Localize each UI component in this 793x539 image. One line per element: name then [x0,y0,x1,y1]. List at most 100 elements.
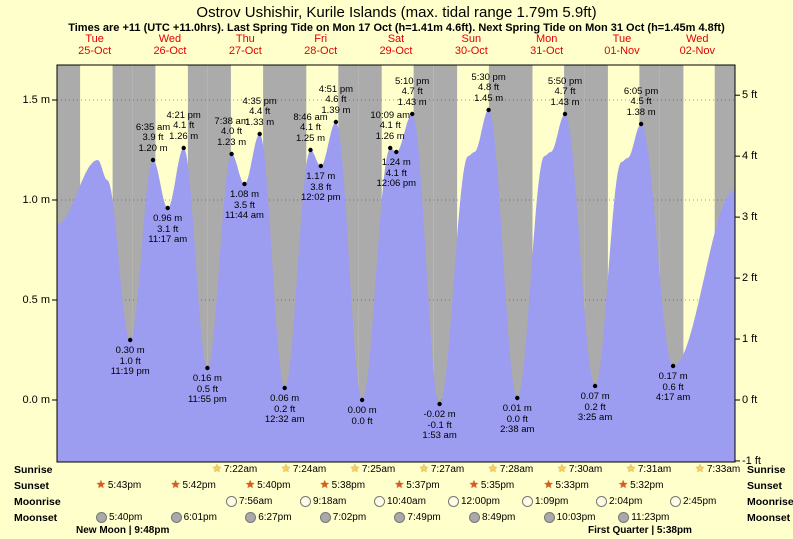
tide-low-label: 0.30 m 1.0 ft 11:19 pm [95,345,165,378]
sunset-star-icon: ★ [543,479,554,491]
sunrise-item: ★ 7:22am [212,464,257,476]
y-axis-ft-label: 5 ft [742,89,758,102]
tide-low-label: 1.08 m 3.5 ft 11:44 am [210,189,280,222]
moonset-moon-icon [319,512,331,523]
y-axis-m-label: 1.0 m [22,194,50,206]
moonset-time: 5:40pm [109,512,143,523]
tide-extreme-dot [562,111,568,117]
tide-label-line: 4.6 ft [325,94,347,105]
tide-label-line: 4:35 pm [242,95,277,107]
sunset-item: ★ 5:33pm [543,479,589,492]
tide-label-line: 12:32 am [264,414,305,425]
moonset-moon-icon [170,512,182,523]
sunset-item: ★ 5:32pm [618,479,664,492]
moonrise-moon-icon [596,496,607,507]
tide-label-line: 0.2 ft [274,403,296,415]
y-axis-ft-label: -1 ft [742,455,761,467]
day-label-line: Sun [461,33,482,45]
moonrise-time: 10:40am [387,496,426,507]
tide-low-label: 0.01 m 0.0 ft 2:38 am [482,403,552,436]
sunrise-row-label-right: Sunrise [747,464,786,476]
moonset-item: 10:03pm [543,512,596,523]
tide-label-line: 4.0 ft [221,126,243,137]
moonrise-moon-icon [522,496,533,507]
day-label-line: Sat [387,33,405,45]
moonrise-time: 1:09pm [535,496,569,507]
sunrise-item: ★ 7:31am [626,464,671,476]
day-label: Mon 31-Oct [509,33,584,57]
sunrise-item: ★ 7:25am [350,463,395,476]
tide-label-line: 1.39 m [321,104,351,116]
sunset-time: 5:32pm [630,480,664,491]
moonset-time: 6:01pm [183,512,217,523]
sunrise-time: 7:33am [706,464,741,475]
moonset-item: 6:01pm [170,512,217,523]
tide-label-line: 1.0 ft [119,355,141,367]
day-label: Tue 25-Oct [57,33,132,57]
tide-label-line: 4:17 am [655,392,691,403]
moonset-time: 6:27pm [258,512,292,523]
tide-extreme-dot [318,163,323,169]
moonrise-item: 10:40am [374,496,426,507]
day-label-line: Tue [85,33,104,45]
day-label-line: Mon [535,33,558,45]
tide-label-line: 1.26 m [169,130,199,142]
sunset-time: 5:38pm [331,480,366,491]
moonset-moon-icon [394,512,406,523]
tide-high-label: 6:35 am 3.9 ft 1.20 m [118,122,188,155]
tide-extreme-dot [257,131,262,137]
sunrise-star-icon: ★ [350,463,360,475]
tide-high-label: 6:05 pm 4.5 ft 1.38 m [606,86,676,119]
sunset-star-icon: ★ [469,479,479,491]
moonset-time: 8:49pm [482,512,516,523]
tide-label-line: 3.8 ft [310,181,332,193]
moonset-time: 11:23pm [631,512,670,523]
moonset-moon-icon [245,512,257,523]
sunrise-star-icon: ★ [419,463,429,475]
moonrise-row-label-left: Moonrise [14,496,61,508]
tide-label-line: 0.0 ft [506,413,528,425]
tide-extreme-dot [394,149,399,155]
sunrise-row-label-left: Sunrise [14,464,53,476]
day-label-line: 02-Nov [679,45,716,57]
tide-extreme-dot [359,397,365,403]
sunrise-item: ★ 7:30am [557,463,602,476]
tide-label-line: 1.38 m [626,106,656,118]
tide-label-line: 1.33 m [245,116,275,128]
y-axis-ft-label: 4 ft [742,150,758,163]
tide-high-label: 4:35 pm 4.4 ft 1.33 m [225,95,295,129]
sunset-item: ★ 5:40pm [245,480,291,492]
tide-extreme-dot [670,363,676,369]
moonset-item: 7:49pm [394,512,441,523]
tide-label-line: 0.30 m [115,345,145,356]
tide-extreme-dot [437,401,442,407]
tide-extreme-dot [165,205,170,211]
moonset-row-label-left: Moonset [14,512,58,524]
day-label: Wed 26-Oct [132,33,207,57]
tide-area [57,110,735,462]
moonrise-moon-icon [226,496,237,507]
tide-label-line: 12:06 pm [376,178,417,189]
tide-high-label: 10:09 am 4.1 ft 1.26 m [355,109,425,143]
tide-label-line: -0.1 ft [427,419,452,431]
day-label: Sun 30-Oct [434,33,509,57]
tide-label-line: 3.9 ft [142,132,164,143]
moonrise-moon-icon [670,496,681,507]
sunrise-item: ★ 7:27am [419,463,464,476]
moonset-item: 8:49pm [469,512,515,523]
sunset-star-icon: ★ [618,479,629,491]
tide-label-line: 1.24 m [381,157,411,168]
sunset-time: 5:40pm [257,480,291,491]
tide-label-line: 1.20 m [138,142,168,154]
day-label-line: 25-Oct [78,45,112,57]
moonset-item: 7:02pm [319,512,366,523]
sunrise-star-icon: ★ [557,463,567,475]
tide-low-label: 0.96 m 3.1 ft 11:17 am [133,213,203,246]
tide-label-line: 3.1 ft [157,223,179,235]
tide-label-line: 1.08 m [229,189,260,200]
day-label-line: Thu [235,33,255,45]
tide-high-label: 4:51 pm 4.6 ft 1.39 m [301,84,371,117]
tide-label-line: 10:09 am [370,109,410,121]
tide-extreme-dot [638,121,644,127]
